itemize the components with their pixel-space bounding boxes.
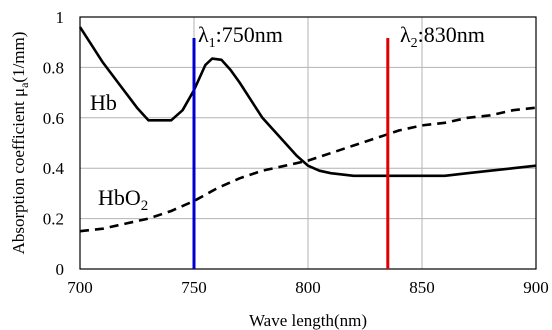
y-tick-label: 0 bbox=[56, 260, 65, 279]
plot-frame bbox=[79, 16, 537, 270]
series-label-hbo2-sub: 2 bbox=[141, 198, 149, 214]
marker-label-lambda1-symbol: λ bbox=[198, 22, 209, 47]
x-tick-label: 900 bbox=[523, 278, 549, 297]
marker-label-lambda1-text: :750nm bbox=[216, 22, 283, 47]
series-label-hb: Hb bbox=[90, 90, 117, 115]
marker-layer bbox=[192, 38, 390, 269]
y-tick-label: 1 bbox=[56, 8, 65, 27]
y-axis-title: Absorption coefficient μa(1/mm) bbox=[9, 32, 31, 255]
y-tick-label: 0.8 bbox=[43, 58, 64, 77]
marker-label-lambda2-text: :830nm bbox=[418, 22, 485, 47]
y-tick-label: 0.6 bbox=[43, 109, 64, 128]
x-tick-label: 800 bbox=[295, 278, 321, 297]
marker-label-lambda2-sub: 2 bbox=[411, 36, 418, 51]
marker-label-lambda2: λ2:830nm bbox=[400, 22, 485, 51]
series-line-hb bbox=[78, 26, 537, 178]
x-tick-label: 750 bbox=[181, 278, 207, 297]
grid-lines bbox=[80, 17, 536, 269]
y-tick-label: 0.2 bbox=[43, 210, 64, 229]
x-tick-label: 700 bbox=[67, 278, 93, 297]
tick-labels: 700 750 800 850 900 0 0.2 0.4 0.6 0.8 1 bbox=[43, 8, 549, 297]
series-label-hbo2-main: HbO bbox=[98, 185, 141, 210]
marker-label-lambda1-sub: 1 bbox=[209, 36, 216, 51]
series-label-hbo2: HbO2 bbox=[98, 185, 148, 214]
x-tick-label: 850 bbox=[409, 278, 435, 297]
y-axis-title-main: Absorption coefficient μ bbox=[9, 88, 28, 254]
y-axis-title-unit: (1/mm) bbox=[9, 32, 28, 83]
y-axis-title-sub: a bbox=[17, 82, 31, 88]
series-layer bbox=[78, 26, 537, 233]
series-line-hbo2 bbox=[79, 106, 537, 233]
marker-label-lambda2-symbol: λ bbox=[400, 22, 411, 47]
y-tick-label: 0.4 bbox=[43, 159, 65, 178]
marker-label-lambda1: λ1:750nm bbox=[198, 22, 283, 51]
x-axis-title: Wave length(nm) bbox=[249, 311, 367, 330]
